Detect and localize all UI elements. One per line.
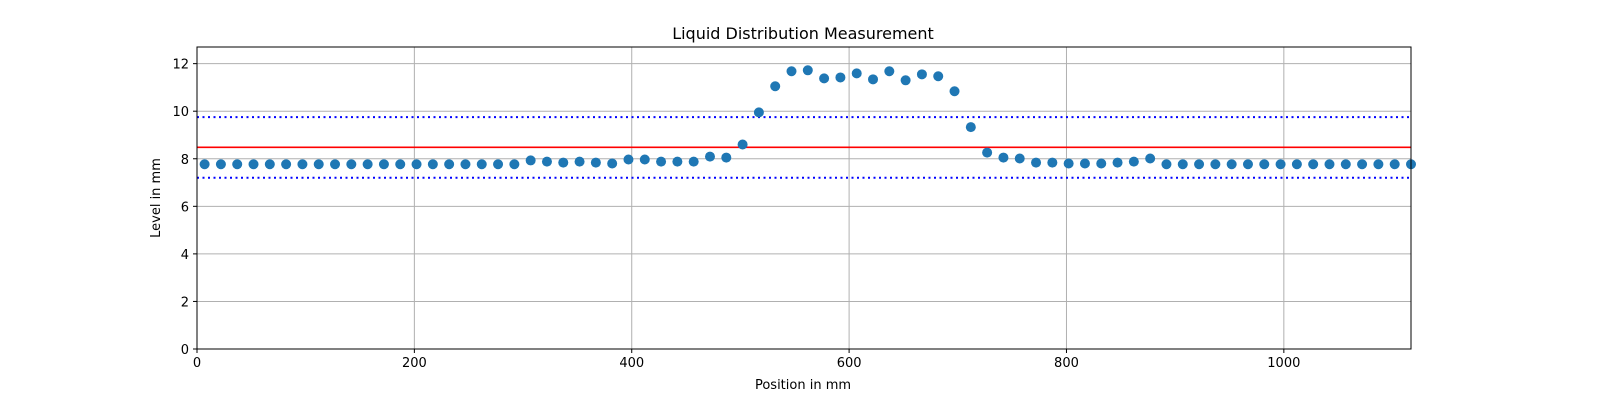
data-point-27 (639, 154, 650, 165)
y-tick-label-4: 8 (181, 153, 189, 168)
data-point-8 (330, 159, 341, 170)
data-point-50 (1014, 153, 1025, 164)
data-point-40 (851, 68, 862, 79)
data-point-54 (1079, 158, 1090, 169)
data-point-34 (753, 107, 764, 118)
data-point-22 (558, 157, 569, 168)
data-point-47 (965, 122, 976, 133)
x-tick-label-3: 600 (837, 356, 862, 371)
data-point-68 (1308, 159, 1319, 170)
points-layer (199, 65, 1416, 170)
data-point-13 (411, 159, 422, 170)
data-point-7 (313, 159, 324, 170)
data-point-4 (264, 159, 275, 170)
x-tick-label-5: 1000 (1267, 356, 1300, 371)
data-point-51 (1031, 157, 1042, 168)
data-point-38 (819, 73, 830, 84)
x-axis-label: Position in mm (755, 378, 851, 393)
y-tick-label-3: 6 (181, 200, 189, 215)
data-point-59 (1161, 159, 1172, 170)
data-point-52 (1047, 157, 1058, 168)
data-point-42 (884, 66, 895, 77)
data-point-16 (460, 159, 471, 170)
data-point-61 (1194, 159, 1205, 170)
data-point-44 (916, 69, 927, 80)
chart-title: Liquid Distribution Measurement (672, 24, 934, 43)
data-point-19 (509, 159, 520, 170)
data-point-39 (835, 72, 846, 83)
data-point-71 (1357, 159, 1368, 170)
data-point-20 (525, 155, 536, 166)
data-point-46 (949, 86, 960, 97)
data-point-10 (362, 159, 373, 170)
data-point-9 (346, 159, 357, 170)
data-point-21 (541, 156, 552, 167)
x-tick-label-2: 400 (619, 356, 644, 371)
data-point-73 (1389, 159, 1400, 170)
data-point-28 (656, 156, 667, 167)
y-tick-label-1: 2 (181, 295, 189, 310)
data-point-72 (1373, 159, 1384, 170)
data-point-15 (444, 159, 455, 170)
x-ticks: 0 200 400 600 800 1000 (193, 349, 1300, 371)
data-point-66 (1275, 159, 1286, 170)
data-point-60 (1177, 159, 1188, 170)
data-point-17 (476, 159, 487, 170)
data-point-37 (802, 65, 813, 76)
data-point-43 (900, 75, 911, 86)
data-point-53 (1063, 158, 1074, 169)
data-point-35 (770, 81, 781, 92)
data-point-30 (688, 156, 699, 167)
data-point-29 (672, 156, 683, 167)
reference-line-layer (197, 116, 1411, 179)
data-point-31 (704, 151, 715, 162)
data-point-56 (1112, 157, 1123, 168)
data-point-45 (933, 71, 944, 82)
x-tick-label-4: 800 (1054, 356, 1079, 371)
data-point-18 (493, 159, 504, 170)
data-point-6 (297, 159, 308, 170)
x-tick-label-0: 0 (193, 356, 201, 371)
data-point-62 (1210, 159, 1221, 170)
data-point-14 (427, 159, 438, 170)
y-tick-label-2: 4 (181, 248, 189, 263)
data-point-63 (1226, 159, 1237, 170)
data-point-1 (215, 159, 226, 170)
data-point-11 (378, 159, 389, 170)
grid-layer (196, 47, 1411, 350)
data-point-58 (1145, 153, 1156, 164)
data-point-12 (395, 159, 406, 170)
y-tick-label-5: 10 (172, 105, 189, 120)
data-point-36 (786, 66, 797, 77)
data-point-48 (982, 147, 993, 158)
data-point-64 (1242, 159, 1253, 170)
y-ticks: 0 2 4 6 8 10 12 (172, 58, 197, 358)
y-tick-label-0: 0 (181, 343, 189, 358)
data-point-3 (248, 159, 259, 170)
data-point-67 (1291, 159, 1302, 170)
data-point-33 (737, 139, 748, 150)
data-point-0 (199, 159, 210, 170)
data-point-2 (232, 159, 243, 170)
data-point-69 (1324, 159, 1335, 170)
axes-frame (196, 46, 1412, 350)
data-point-70 (1340, 159, 1351, 170)
data-point-5 (281, 159, 292, 170)
y-axis-label: Level in mm (149, 158, 164, 238)
data-point-25 (607, 158, 618, 169)
y-tick-label-6: 12 (172, 58, 189, 73)
data-point-26 (623, 154, 634, 165)
data-point-49 (998, 152, 1009, 163)
data-point-23 (574, 156, 585, 167)
x-tick-label-1: 200 (402, 356, 427, 371)
data-point-41 (868, 74, 879, 85)
data-point-32 (721, 152, 732, 163)
data-point-57 (1128, 156, 1139, 167)
data-point-55 (1096, 158, 1107, 169)
data-point-24 (590, 157, 601, 168)
data-point-65 (1259, 159, 1270, 170)
